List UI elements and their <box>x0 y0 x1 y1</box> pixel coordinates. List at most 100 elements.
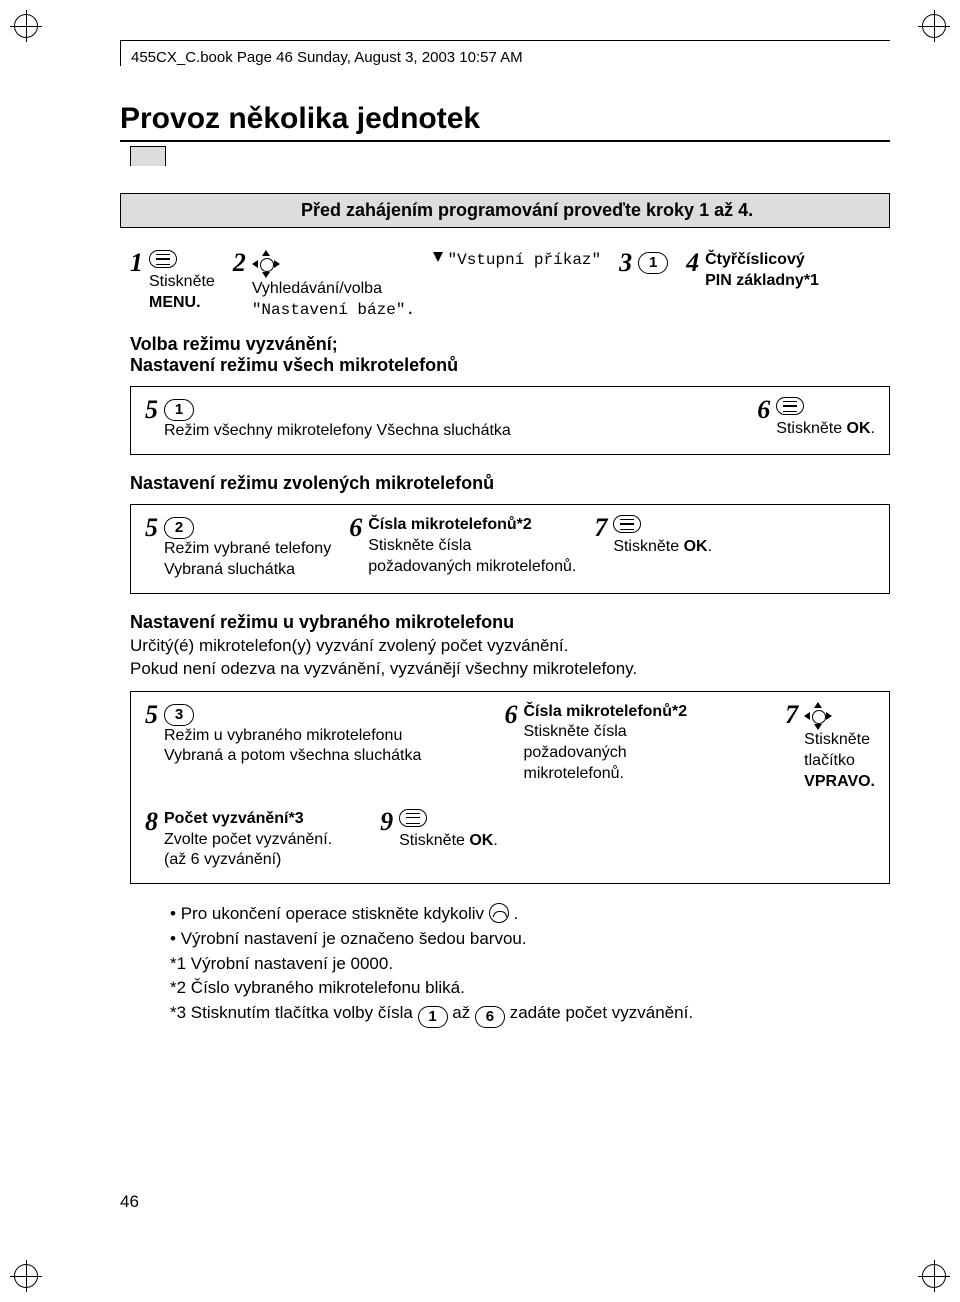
step-text: Režim u vybraného mikrotelefonu <box>164 727 402 744</box>
step-text: tlačítko <box>804 752 855 769</box>
section-c-desc: Určitý(é) mikrotelefon(y) vyzvání zvolen… <box>130 635 890 681</box>
page-number: 46 <box>120 1192 139 1212</box>
step-6a: 6 Stiskněte OK. <box>757 397 875 440</box>
key-2-icon: 2 <box>164 517 194 539</box>
step-number: 1 <box>130 250 143 276</box>
heading-line: Nastavení režimu všech mikrotelefonů <box>130 355 458 375</box>
hangup-icon <box>489 903 509 923</box>
step-6c: 6 Čísla mikrotelefonů*2 Stiskněte čísla … <box>504 702 767 785</box>
header-text: 455CX_C.book Page 46 Sunday, August 3, 2… <box>131 49 523 66</box>
crop-mark-icon <box>14 1264 38 1288</box>
heading-line: Volba režimu vyzvánění; <box>130 334 338 354</box>
step-number: 7 <box>785 702 798 728</box>
step-text: Zvolte počet vyzvánění. <box>164 831 332 848</box>
step-text: MENU. <box>149 294 201 311</box>
instruction-banner: Před zahájením programování proveďte kro… <box>120 193 890 228</box>
menu-icon <box>776 397 804 415</box>
step-number: 2 <box>233 250 246 276</box>
step-4: 4 Čtyřčíslicový PIN základny*1 <box>686 250 819 292</box>
dpad-icon <box>804 702 832 730</box>
step-text: Stiskněte <box>149 273 215 290</box>
note-item: *2 Číslo vybraného mikrotelefonu bliká. <box>170 976 890 1001</box>
note-item: *3 Stisknutím tlačítka volby čísla 1 až … <box>170 1001 890 1028</box>
banner-tab <box>130 146 166 166</box>
desc-line: Určitý(é) mikrotelefon(y) vyzvání zvolen… <box>130 636 568 655</box>
step-text: požadovaných <box>523 744 626 761</box>
step-title: Čísla mikrotelefonů*2 <box>368 516 532 533</box>
menu-icon <box>149 250 177 268</box>
step-title: Čísla mikrotelefonů*2 <box>523 703 687 720</box>
steps-1-4: 1 Stiskněte MENU. 2 Vyhledávání/volba "N… <box>130 250 890 320</box>
step-6b: 6 Čísla mikrotelefonů*2 Stiskněte čísla … <box>349 515 576 577</box>
step-text: Vyhledávání/volba <box>252 280 382 297</box>
key-1-icon: 1 <box>638 252 668 274</box>
section-c-heading: Nastavení režimu u vybraného mikrotelefo… <box>130 612 890 633</box>
step-number: 5 <box>145 397 158 423</box>
note-text: Pro ukončení operace stiskněte kdykoliv <box>181 904 489 923</box>
step-text: Režim vybrané telefony <box>164 540 331 557</box>
step-5a: 5 1 Režim všechny mikrotelefony Všechna … <box>145 397 739 442</box>
step-text: Vybraná sluchátka <box>164 561 295 578</box>
step-5c: 5 3 Režim u vybraného mikrotelefonu Vybr… <box>145 702 486 768</box>
step-text: Stiskněte čísla <box>523 723 626 740</box>
key-6-icon: 6 <box>475 1006 505 1028</box>
step-text: Stiskněte <box>804 731 870 748</box>
page-title: Provoz několika jednotek <box>120 102 890 142</box>
step-number: 6 <box>349 515 362 541</box>
desc-line: Pokud není odezva na vyzvánění, vyzváněj… <box>130 659 637 678</box>
note-text: *3 Stisknutím tlačítka volby čísla <box>170 1003 418 1022</box>
step-text: Stiskněte OK. <box>613 538 712 555</box>
step-title: Počet vyzvánění*3 <box>164 810 304 827</box>
note-text: až <box>452 1003 475 1022</box>
step-number: 6 <box>504 702 517 728</box>
note-text: . <box>513 904 518 923</box>
step-text: Stiskněte čísla <box>368 537 471 554</box>
step-text: Režim všechny mikrotelefony Všechna sluc… <box>164 422 511 439</box>
key-1-icon: 1 <box>164 399 194 421</box>
note-item: Výrobní nastavení je označeno šedou barv… <box>170 927 890 952</box>
step-5b: 5 2 Režim vybrané telefony Vybraná sluch… <box>145 515 331 581</box>
step-number: 7 <box>594 515 607 541</box>
note-item: *1 Výrobní nastavení je 0000. <box>170 952 890 977</box>
note-item: Pro ukončení operace stiskněte kdykoliv … <box>170 902 890 927</box>
section-a-box: 5 1 Režim všechny mikrotelefony Všechna … <box>130 386 890 455</box>
note-text: zadáte počet vyzvánění. <box>510 1003 693 1022</box>
step-text: Stiskněte OK. <box>399 832 498 849</box>
dpad-icon <box>252 250 280 278</box>
step-8c: 8 Počet vyzvánění*3 Zvolte počet vyzváně… <box>145 809 332 871</box>
key-3-icon: 3 <box>164 704 194 726</box>
step-3: 3 1 <box>619 250 668 276</box>
crop-mark-icon <box>14 14 38 38</box>
step-9c: 9 Stiskněte OK. <box>380 809 498 852</box>
step-number: 5 <box>145 702 158 728</box>
step-text: požadovaných mikrotelefonů. <box>368 558 576 575</box>
step-number: 5 <box>145 515 158 541</box>
down-arrow-icon <box>433 252 443 262</box>
step-1: 1 Stiskněte MENU. <box>130 250 215 313</box>
step-number: 3 <box>619 250 632 276</box>
step-text: "Nastavení báze". <box>252 301 415 319</box>
step-text: Čtyřčíslicový <box>705 251 805 268</box>
step-number: 8 <box>145 809 158 835</box>
step-2: 2 Vyhledávání/volba "Nastavení báze". <box>233 250 415 320</box>
section-b-heading: Nastavení režimu zvolených mikrotelefonů <box>130 473 890 494</box>
menu-icon <box>613 515 641 533</box>
section-c-box: 5 3 Režim u vybraného mikrotelefonu Vybr… <box>130 691 890 885</box>
step-text: Stiskněte OK. <box>776 420 875 437</box>
crop-mark-icon <box>922 14 946 38</box>
step-text: Vybraná a potom všechna sluchátka <box>164 747 421 764</box>
step-number: 4 <box>686 250 699 276</box>
step-text: VPRAVO. <box>804 773 875 790</box>
section-b-box: 5 2 Režim vybrané telefony Vybraná sluch… <box>130 504 890 594</box>
step-text: mikrotelefonů. <box>523 765 624 782</box>
step-text: (až 6 vyzvánění) <box>164 851 281 868</box>
crop-mark-icon <box>922 1264 946 1288</box>
step-2-arrow: "Vstupní příkaz" <box>433 250 601 271</box>
notes-list: Pro ukončení operace stiskněte kdykoliv … <box>130 902 890 1028</box>
step-number: 9 <box>380 809 393 835</box>
step-7c: 7 Stiskněte tlačítko VPRAVO. <box>785 702 875 793</box>
menu-icon <box>399 809 427 827</box>
step-number: 6 <box>757 397 770 423</box>
section-a-heading: Volba režimu vyzvánění; Nastavení režimu… <box>130 334 890 376</box>
key-1-icon: 1 <box>418 1006 448 1028</box>
